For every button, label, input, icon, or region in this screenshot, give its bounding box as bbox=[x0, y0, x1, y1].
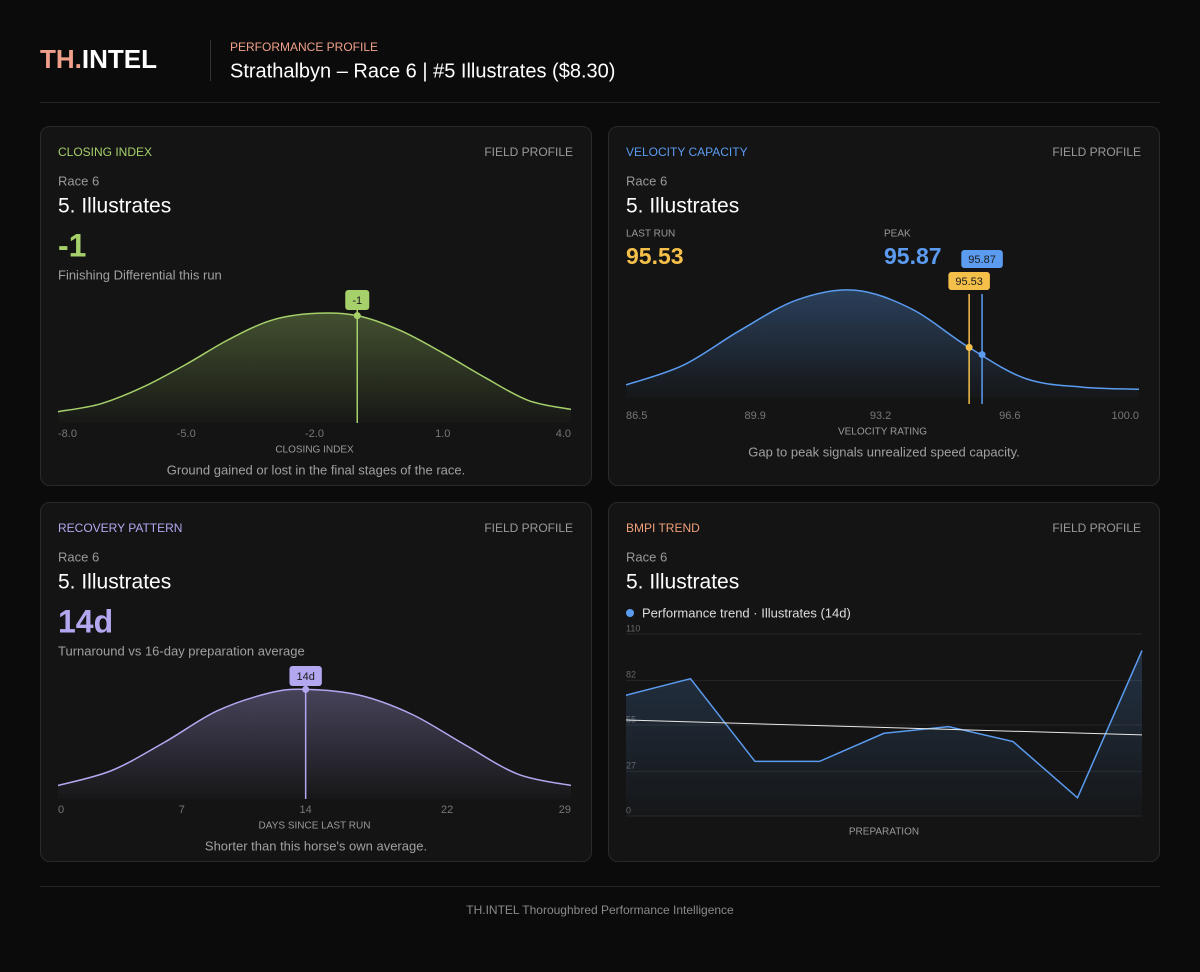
x-tick-label: 7 bbox=[179, 804, 185, 816]
density-curve bbox=[625, 289, 1140, 391]
density-area bbox=[58, 313, 571, 423]
headline-subtitle: Turnaround vs 16-day preparation average bbox=[58, 643, 305, 658]
x-tick-label: 14 bbox=[300, 804, 312, 816]
density-area bbox=[626, 289, 1139, 398]
legend-label: Performance trend · Illustrates (14d) bbox=[642, 605, 851, 620]
x-axis-label: PREPARATION bbox=[849, 827, 919, 838]
marker-dot bbox=[965, 343, 973, 351]
x-axis-label: VELOCITY RATING bbox=[838, 427, 927, 438]
last-run-value: 95.53 bbox=[626, 243, 684, 269]
headline-value: -1 bbox=[58, 227, 86, 263]
panel: BMPI TREND FIELD PROFILE Race 6 5. Illustra… bbox=[608, 502, 1160, 862]
marker-dot bbox=[302, 685, 310, 693]
marker-label: 14d bbox=[296, 671, 314, 683]
x-tick-label: -8.0 bbox=[58, 428, 77, 440]
x-tick-label: 100.0 bbox=[1111, 410, 1139, 422]
header-kicker: PERFORMANCE PROFILE bbox=[230, 40, 378, 54]
marker-label: 95.87 bbox=[968, 254, 996, 266]
panel-label: CLOSING INDEX bbox=[58, 145, 152, 159]
marker-label-box bbox=[289, 666, 322, 686]
x-tick-label: 4.0 bbox=[556, 428, 571, 440]
headline-value: 14d bbox=[58, 603, 113, 639]
caption: Gap to peak signals unrealized speed cap… bbox=[748, 444, 1019, 459]
header-title: Strathalbyn – Race 6 | #5 Illustrates ($… bbox=[230, 60, 615, 82]
panel: RECOVERY PATTERN FIELD PROFILE Race 6 5. Il… bbox=[40, 502, 592, 862]
panel: CLOSING INDEX FIELD PROFILE Race 6 5. Illus… bbox=[40, 126, 592, 486]
x-axis-label: CLOSING INDEX bbox=[275, 445, 354, 456]
footer-text: TH.INTEL Thoroughbred Performance Intell… bbox=[466, 903, 734, 917]
x-tick-label: 86.5 bbox=[626, 410, 647, 422]
peak-label: PEAK bbox=[884, 229, 911, 240]
trend-line bbox=[625, 719, 1143, 736]
marker-dot bbox=[353, 312, 361, 320]
race-label: Race 6 bbox=[626, 549, 667, 564]
legend-swatch bbox=[626, 609, 634, 617]
y-tick-label: 110 bbox=[626, 623, 640, 633]
caption: Ground gained or lost in the final stage… bbox=[167, 462, 465, 477]
logo-main: INTEL bbox=[82, 44, 157, 74]
marker-label: 95.53 bbox=[955, 276, 983, 288]
y-tick-label: 82 bbox=[626, 670, 636, 680]
x-tick-label: 22 bbox=[441, 804, 453, 816]
horse-name: 5. Illustrates bbox=[58, 571, 171, 594]
panel: VELOCITY CAPACITY FIELD PROFILE Race 6 5. I… bbox=[608, 126, 1160, 486]
race-label: Race 6 bbox=[626, 173, 667, 188]
x-tick-label: -2.0 bbox=[305, 428, 324, 440]
marker-label-box bbox=[345, 290, 370, 310]
panel-tag: FIELD PROFILE bbox=[484, 145, 573, 159]
x-tick-label: 93.2 bbox=[870, 410, 891, 422]
panel-tag: FIELD PROFILE bbox=[1052, 145, 1141, 159]
marker-label-box bbox=[961, 250, 1003, 268]
horse-name: 5. Illustrates bbox=[58, 195, 171, 218]
x-tick-label: 89.9 bbox=[744, 410, 765, 422]
marker-label: -1 bbox=[352, 295, 362, 307]
caption: Shorter than this horse's own average. bbox=[205, 838, 427, 853]
x-tick-label: 96.6 bbox=[999, 410, 1020, 422]
last-run-label: LAST RUN bbox=[626, 229, 675, 240]
density-curve bbox=[57, 312, 572, 413]
x-tick-label: 1.0 bbox=[435, 428, 450, 440]
marker-dot bbox=[978, 351, 986, 359]
logo: TH.INTEL bbox=[40, 44, 157, 74]
horse-name: 5. Illustrates bbox=[626, 571, 739, 594]
panel-tag: FIELD PROFILE bbox=[484, 521, 573, 535]
x-tick-label: 29 bbox=[559, 804, 571, 816]
x-tick-label: 0 bbox=[58, 804, 64, 816]
headline-subtitle: Finishing Differential this run bbox=[58, 267, 222, 282]
series-line bbox=[625, 650, 1143, 800]
panel-label: BMPI TREND bbox=[626, 521, 700, 535]
race-label: Race 6 bbox=[58, 549, 99, 564]
logo-accent: TH. bbox=[40, 44, 82, 74]
x-tick-label: -5.0 bbox=[177, 428, 196, 440]
marker-label-box bbox=[948, 272, 990, 290]
panel-label: VELOCITY CAPACITY bbox=[626, 145, 748, 159]
horse-name: 5. Illustrates bbox=[626, 195, 739, 218]
density-area bbox=[58, 689, 571, 799]
x-axis-label: DAYS SINCE LAST RUN bbox=[259, 821, 371, 832]
panel-label: RECOVERY PATTERN bbox=[58, 521, 182, 535]
panel-tag: FIELD PROFILE bbox=[1052, 521, 1141, 535]
race-label: Race 6 bbox=[58, 173, 99, 188]
peak-value: 95.87 bbox=[884, 243, 942, 269]
